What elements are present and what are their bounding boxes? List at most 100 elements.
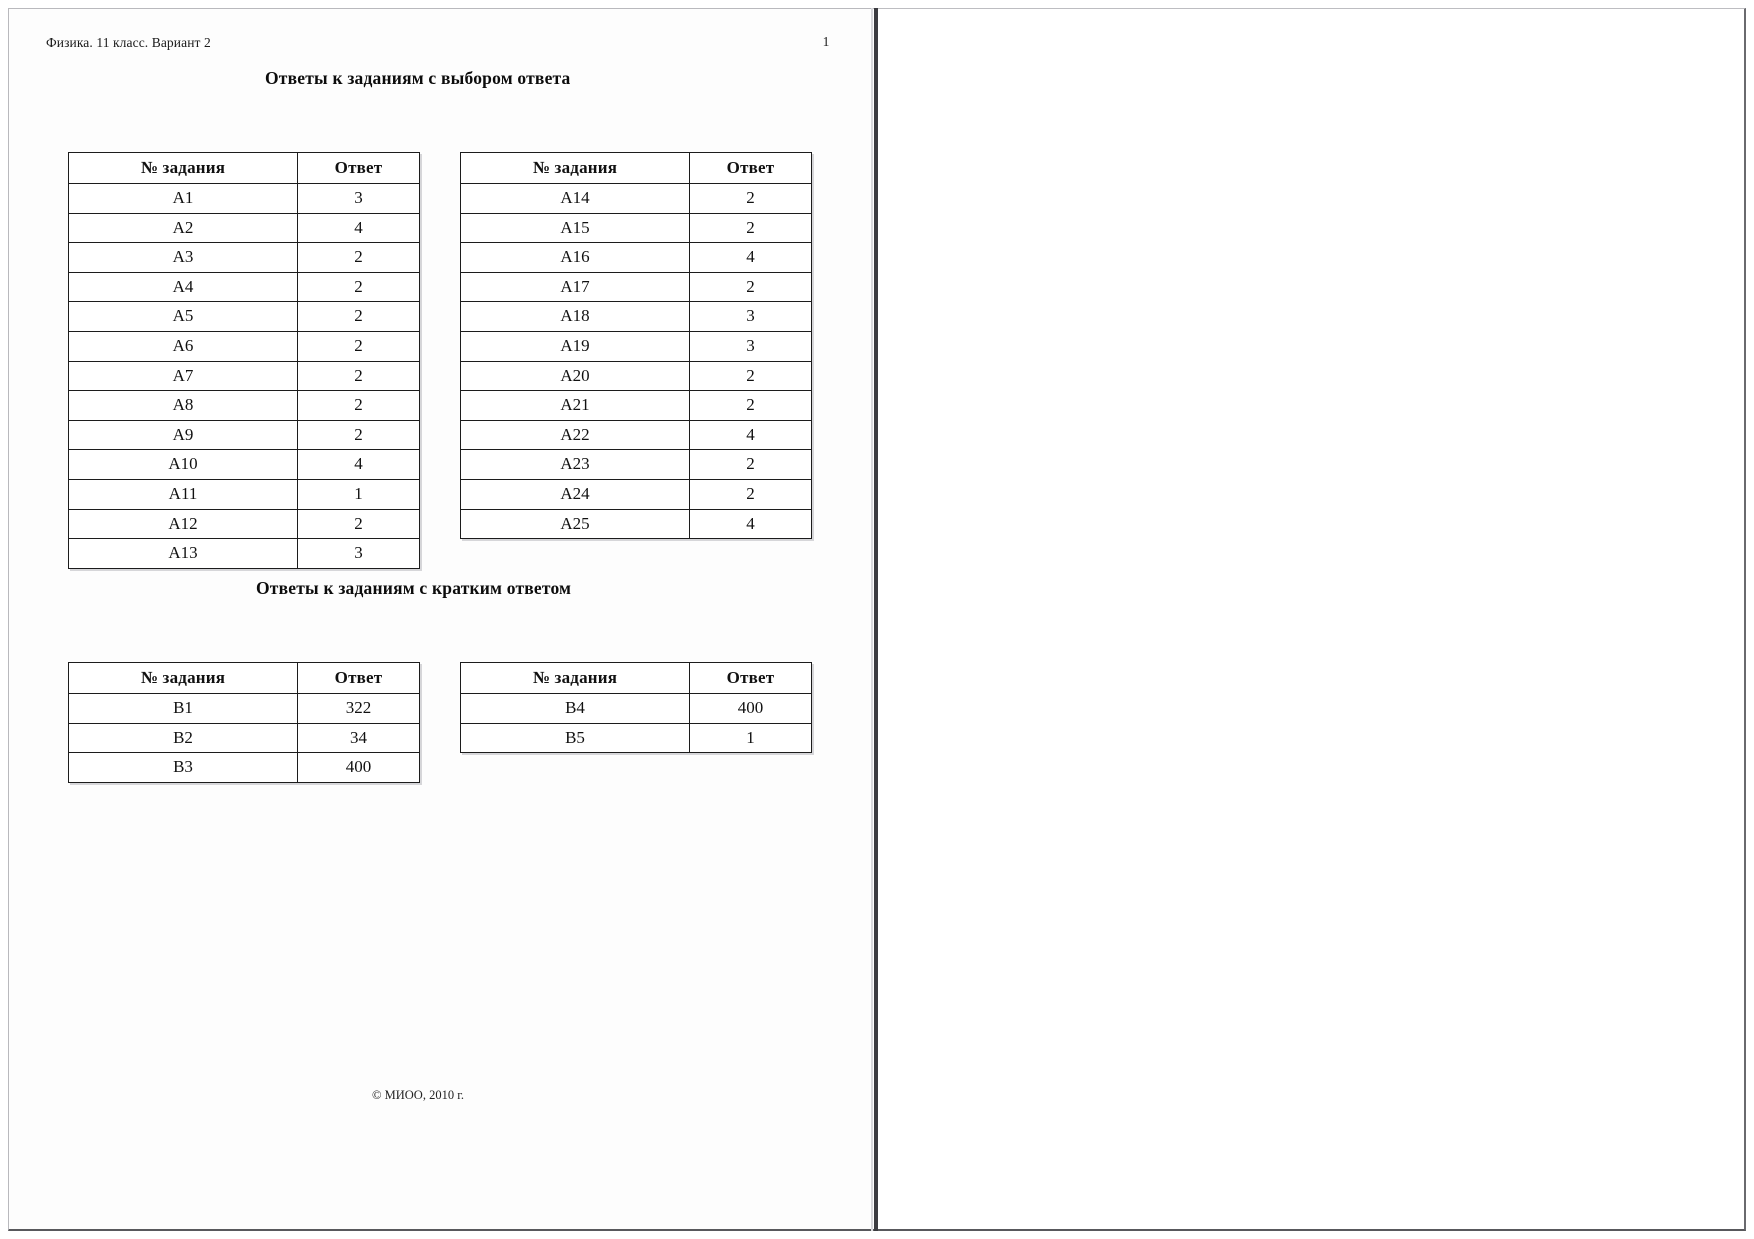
table-row: А24 2 xyxy=(460,478,812,510)
cell-task-number: А4 xyxy=(68,271,298,303)
table-row: А16 4 xyxy=(460,242,812,273)
cell-task-number: В2 xyxy=(68,722,298,754)
table-row: А7 2 xyxy=(68,360,420,392)
cell-answer-value: 4 xyxy=(689,508,812,540)
cell-task-number: А5 xyxy=(68,301,298,332)
table-row: В2 34 xyxy=(68,722,420,754)
cell-answer-value: 400 xyxy=(689,693,812,724)
cell-answer-value: 2 xyxy=(689,478,812,510)
cell-task-number: А2 xyxy=(68,212,298,244)
table-row: В3 400 xyxy=(68,752,420,783)
running-header: Физика. 11 класс. Вариант 2 xyxy=(46,35,211,50)
answers-table-b1-b3: № задания Ответ В1 322 В2 34 В3 400 xyxy=(68,662,420,783)
cell-task-number: А9 xyxy=(68,419,298,451)
table-row: А18 3 xyxy=(460,301,812,332)
answers-table-b4-b5: № задания Ответ В4 400 В5 1 xyxy=(460,662,812,754)
cell-answer-value: 2 xyxy=(297,242,420,273)
cell-task-number: В4 xyxy=(460,693,690,724)
table-row: В1 322 xyxy=(68,693,420,724)
page-spine-highlight xyxy=(871,8,873,1231)
table-header-row: № задания Ответ xyxy=(460,662,812,694)
cell-task-number: А14 xyxy=(460,183,690,214)
cell-answer-value: 3 xyxy=(297,183,420,214)
cell-task-number: А12 xyxy=(68,508,298,540)
cell-task-number: В5 xyxy=(460,722,690,754)
cell-answer-value: 2 xyxy=(297,508,420,540)
column-header-answer: Ответ xyxy=(689,662,812,694)
cell-task-number: А22 xyxy=(460,419,690,451)
table-row: А14 2 xyxy=(460,183,812,214)
cell-task-number: А18 xyxy=(460,301,690,332)
table-row: А12 2 xyxy=(68,508,420,540)
table-row: А10 4 xyxy=(68,449,420,480)
page-number: 1 xyxy=(822,34,830,49)
cell-answer-value: 4 xyxy=(297,449,420,480)
table-row: А6 2 xyxy=(68,330,420,362)
cell-task-number: А3 xyxy=(68,242,298,273)
page-right-sheet xyxy=(878,8,1746,1231)
column-header-task: № задания xyxy=(68,662,298,694)
cell-task-number: А15 xyxy=(460,212,690,244)
cell-task-number: А11 xyxy=(68,478,298,510)
cell-task-number: А10 xyxy=(68,449,298,480)
table-row: А11 1 xyxy=(68,478,420,510)
column-header-task: № задания xyxy=(460,662,690,694)
page-spine-divider xyxy=(874,8,878,1231)
cell-task-number: А24 xyxy=(460,478,690,510)
table-header-row: № задания Ответ xyxy=(460,152,812,184)
cell-task-number: А20 xyxy=(460,360,690,392)
cell-answer-value: 4 xyxy=(297,212,420,244)
cell-answer-value: 2 xyxy=(297,330,420,362)
cell-task-number: А13 xyxy=(68,538,298,569)
table-header-row: № задания Ответ xyxy=(68,662,420,694)
table-row: А3 2 xyxy=(68,242,420,273)
table-row: А15 2 xyxy=(460,212,812,244)
cell-task-number: А7 xyxy=(68,360,298,392)
table-row: А20 2 xyxy=(460,360,812,392)
table-row: А17 2 xyxy=(460,271,812,303)
heading-multiple-choice-answers: Ответы к заданиям с выбором ответа xyxy=(265,68,571,88)
cell-task-number: В3 xyxy=(68,752,298,783)
table-row: А19 3 xyxy=(460,330,812,362)
table-row: А2 4 xyxy=(68,212,420,244)
answers-table-a1-a13: № задания Ответ А1 3 А2 4 А3 2 А4 2 А5 2 А6 2 А7 2 А8 2… xyxy=(68,152,420,569)
cell-answer-value: 2 xyxy=(689,449,812,480)
table-body: В1 322 В2 34 В3 400 xyxy=(68,693,420,783)
column-header-answer: Ответ xyxy=(297,662,420,694)
cell-answer-value: 2 xyxy=(689,183,812,214)
cell-answer-value: 3 xyxy=(297,538,420,569)
cell-answer-value: 2 xyxy=(689,390,812,421)
cell-answer-value: 34 xyxy=(297,722,420,754)
column-header-answer: Ответ xyxy=(689,152,812,184)
heading-short-answer-answers: Ответы к заданиям с кратким ответом xyxy=(256,578,572,598)
cell-answer-value: 4 xyxy=(689,419,812,451)
cell-answer-value: 322 xyxy=(297,693,420,724)
table-row: А9 2 xyxy=(68,419,420,451)
cell-answer-value: 2 xyxy=(297,390,420,421)
cell-answer-value: 3 xyxy=(689,330,812,362)
table-row: А25 4 xyxy=(460,508,812,540)
column-header-answer: Ответ xyxy=(297,152,420,184)
cell-answer-value: 2 xyxy=(689,360,812,392)
column-header-task: № задания xyxy=(460,152,690,184)
table-row: А22 4 xyxy=(460,419,812,451)
cell-task-number: А6 xyxy=(68,330,298,362)
table-body: А14 2 А15 2 А16 4 А17 2 А18 3 А19 3 А20 2 А21 2 А22 4 А23 2… xyxy=(460,183,812,540)
cell-task-number: А25 xyxy=(460,508,690,540)
copyright-footer: © МИОО, 2010 г. xyxy=(372,1088,465,1102)
cell-task-number: А19 xyxy=(460,330,690,362)
cell-task-number: А21 xyxy=(460,390,690,421)
cell-answer-value: 1 xyxy=(689,722,812,754)
cell-task-number: А1 xyxy=(68,183,298,214)
table-row: А13 3 xyxy=(68,538,420,569)
cell-answer-value: 2 xyxy=(297,301,420,332)
cell-answer-value: 3 xyxy=(689,301,812,332)
table-row: А21 2 xyxy=(460,390,812,421)
table-row: А5 2 xyxy=(68,301,420,332)
table-body: В4 400 В5 1 xyxy=(460,693,812,754)
table-row: А1 3 xyxy=(68,183,420,214)
table-row: А8 2 xyxy=(68,390,420,421)
cell-answer-value: 400 xyxy=(297,752,420,783)
table-body: А1 3 А2 4 А3 2 А4 2 А5 2 А6 2 А7 2 А8 2 А9 2 А10 4 А11 1 А12 2 А… xyxy=(68,183,420,569)
